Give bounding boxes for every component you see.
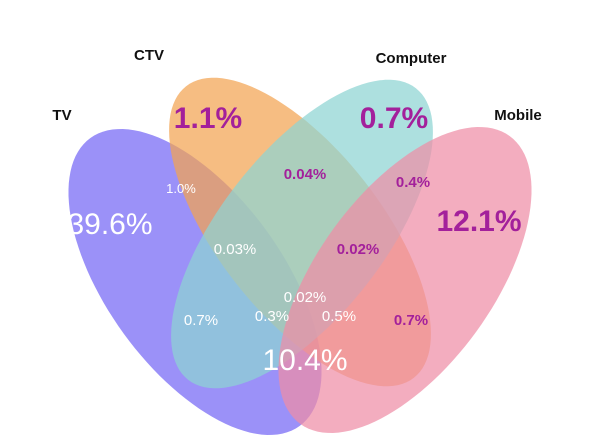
- region-tv-computer-mobile: 0.3%: [255, 308, 289, 325]
- region-tv: 39.6%: [67, 208, 152, 241]
- region-ctv-computer: 0.04%: [284, 166, 327, 183]
- region-computer: 0.7%: [360, 102, 428, 135]
- region-tv-mobile: 10.4%: [262, 344, 347, 377]
- region-tv-ctv-computer: 0.03%: [214, 241, 257, 258]
- region-mobile: 12.1%: [436, 205, 521, 238]
- region-tv-ctv: 1.0%: [166, 181, 196, 196]
- set-ellipse-computer: [171, 79, 433, 389]
- region-ctv: 1.1%: [174, 102, 242, 135]
- region-all: 0.02%: [284, 289, 327, 306]
- set-label-computer: Computer: [376, 50, 447, 67]
- set-label-ctv: CTV: [134, 47, 164, 64]
- region-tv-ctv-mobile: 0.5%: [322, 308, 356, 325]
- region-tv-computer: 0.7%: [184, 312, 218, 329]
- region-ctv-mobile: 0.7%: [394, 312, 428, 329]
- set-label-mobile: Mobile: [494, 107, 542, 124]
- set-label-tv: TV: [52, 107, 71, 124]
- region-computer-mobile: 0.4%: [396, 174, 430, 191]
- set-ellipse-mobile: [278, 127, 532, 433]
- region-ctv-computer-mobile: 0.02%: [337, 241, 380, 258]
